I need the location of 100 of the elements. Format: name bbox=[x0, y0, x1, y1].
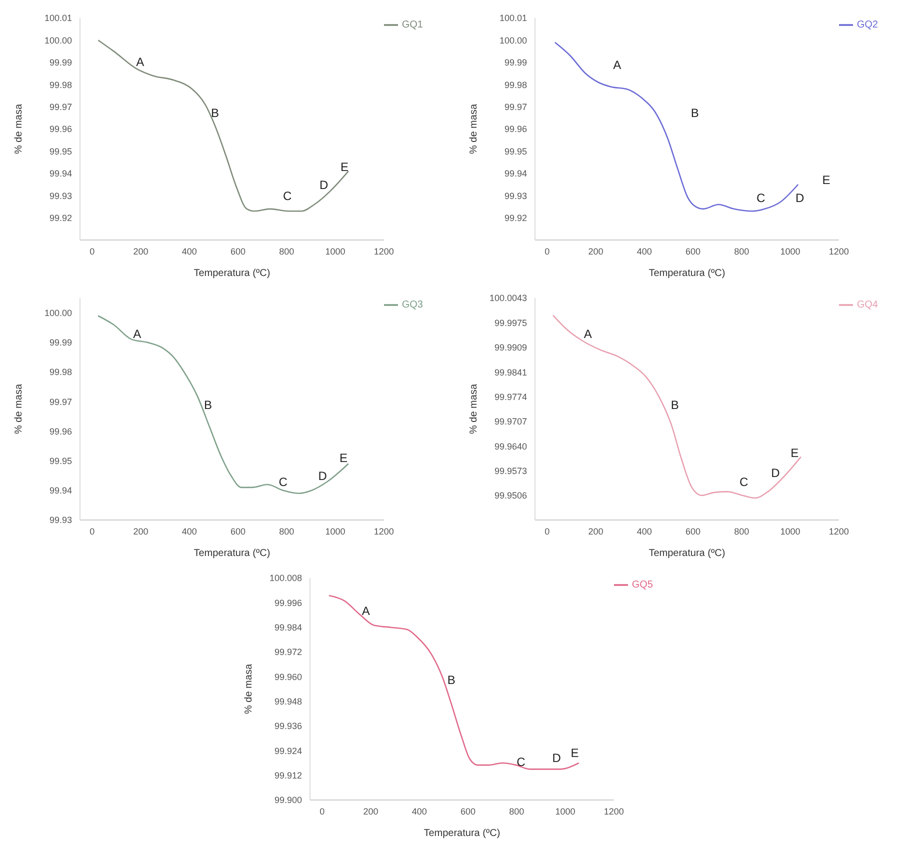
x-tick-label: 200 bbox=[363, 806, 378, 816]
y-tick-label: 99.98 bbox=[49, 80, 72, 90]
y-tick-label: 99.93 bbox=[504, 190, 527, 201]
annotation: A bbox=[136, 55, 144, 70]
x-tick-label: 1200 bbox=[374, 246, 394, 256]
x-tick-label: 600 bbox=[230, 526, 246, 536]
x-tick-label: 1000 bbox=[555, 806, 576, 816]
annotation: C bbox=[516, 755, 526, 770]
line-series bbox=[97, 315, 350, 494]
y-tick-label: 100.008 bbox=[269, 573, 302, 584]
y-tick-label: 99.96 bbox=[49, 426, 72, 436]
y-tick-label: 99.924 bbox=[274, 746, 302, 756]
x-tick-label: 1200 bbox=[374, 526, 394, 536]
x-tick-label: 1000 bbox=[780, 526, 800, 536]
y-axis-title: % de masa bbox=[14, 384, 25, 434]
x-tick-label: 400 bbox=[636, 246, 652, 256]
y-tick-label: 99.9640 bbox=[494, 441, 527, 452]
x-tick-label: 400 bbox=[182, 246, 197, 256]
y-tick-label: 99.93 bbox=[49, 190, 72, 201]
annotation: C bbox=[740, 475, 748, 490]
annotation: D bbox=[771, 466, 780, 480]
y-tick-label: 99.984 bbox=[274, 622, 302, 633]
y-tick-label: 99.96 bbox=[504, 124, 527, 134]
y-tick-label: 99.95 bbox=[49, 456, 72, 466]
legend-label: GQ4 bbox=[856, 300, 878, 311]
annotation: C bbox=[756, 190, 766, 205]
x-tick-label: 800 bbox=[734, 526, 750, 536]
x-axis-title: Temperatura (ºC) bbox=[194, 268, 270, 279]
y-tick-label: 99.996 bbox=[274, 598, 302, 608]
x-tick-label: 200 bbox=[588, 246, 604, 256]
annotation: D bbox=[552, 750, 561, 765]
x-axis-title: Temperatura (ºC) bbox=[424, 828, 500, 839]
annotation: E bbox=[822, 173, 830, 188]
y-tick-label: 99.98 bbox=[49, 367, 72, 378]
x-tick-label: 0 bbox=[544, 246, 550, 256]
y-tick-label: 99.95 bbox=[504, 146, 527, 156]
annotation: A bbox=[133, 326, 142, 341]
line-series bbox=[328, 594, 580, 770]
x-tick-label: 400 bbox=[412, 806, 427, 816]
x-tick-label: 1000 bbox=[325, 246, 346, 256]
annotation: A bbox=[613, 58, 622, 72]
annotation: E bbox=[790, 446, 799, 460]
annotation: B bbox=[204, 398, 212, 412]
x-tick-label: 0 bbox=[90, 526, 95, 536]
y-tick-label: 99.97 bbox=[504, 102, 527, 112]
y-tick-label: 99.9506 bbox=[494, 490, 527, 501]
y-tick-label: 99.99 bbox=[504, 58, 527, 68]
annotation: B bbox=[210, 106, 219, 120]
x-tick-label: 800 bbox=[279, 246, 294, 256]
annotation: C bbox=[282, 188, 292, 203]
x-axis-title: Temperatura (ºC) bbox=[648, 268, 726, 279]
y-tick-label: 99.9707 bbox=[494, 416, 527, 427]
y-tick-label: 99.94 bbox=[49, 486, 72, 496]
y-tick-label: 99.95 bbox=[49, 146, 72, 156]
y-tick-label: 99.9573 bbox=[494, 466, 527, 476]
annotation: B bbox=[447, 673, 456, 688]
annotation: D bbox=[319, 178, 328, 192]
x-axis-title: Temperatura (ºC) bbox=[194, 548, 270, 559]
x-tick-label: 1200 bbox=[828, 526, 849, 536]
x-tick-label: 600 bbox=[686, 526, 701, 536]
y-tick-label: 99.96 bbox=[49, 124, 72, 134]
y-tick-label: 99.93 bbox=[49, 515, 72, 526]
x-tick-label: 1200 bbox=[828, 246, 849, 256]
x-tick-label: 0 bbox=[90, 246, 95, 256]
x-tick-label: 1200 bbox=[604, 806, 624, 816]
y-tick-label: 99.9841 bbox=[494, 367, 527, 378]
y-tick-label: 99.94 bbox=[504, 168, 527, 179]
line-series bbox=[98, 40, 350, 212]
x-tick-label: 200 bbox=[133, 246, 148, 256]
y-tick-label: 99.960 bbox=[274, 672, 302, 682]
y-axis-title: % de masa bbox=[244, 664, 255, 714]
y-tick-label: 100.01 bbox=[44, 13, 72, 24]
x-tick-label: 1000 bbox=[325, 526, 346, 536]
x-tick-label: 200 bbox=[588, 526, 604, 536]
x-tick-label: 1000 bbox=[780, 246, 800, 256]
annotation: E bbox=[570, 746, 579, 760]
y-tick-label: 99.99 bbox=[49, 338, 72, 348]
y-tick-label: 100.00 bbox=[499, 35, 527, 46]
x-tick-label: 200 bbox=[133, 526, 148, 536]
y-tick-label: 99.97 bbox=[49, 396, 72, 407]
y-tick-label: 99.97 bbox=[49, 102, 72, 112]
y-tick-label: 99.948 bbox=[274, 696, 302, 707]
y-axis-title: % de masa bbox=[468, 384, 480, 434]
annotation: C bbox=[278, 475, 288, 490]
legend-label: GQ1 bbox=[402, 20, 423, 31]
x-tick-label: 800 bbox=[509, 806, 524, 816]
annotation: B bbox=[690, 106, 699, 120]
y-tick-label: 100.01 bbox=[499, 13, 527, 24]
x-tick-label: 400 bbox=[636, 526, 652, 536]
y-tick-label: 99.912 bbox=[274, 770, 302, 781]
annotation: A bbox=[362, 604, 370, 618]
y-tick-label: 99.9909 bbox=[494, 342, 527, 352]
x-tick-label: 800 bbox=[734, 246, 750, 256]
x-tick-label: 800 bbox=[279, 526, 294, 536]
x-tick-label: 0 bbox=[544, 526, 550, 536]
y-tick-label: 100.00 bbox=[44, 308, 72, 318]
annotation: E bbox=[340, 450, 348, 465]
x-axis-title: Temperatura (ºC) bbox=[648, 548, 726, 559]
y-tick-label: 99.99 bbox=[49, 58, 72, 68]
legend-label: GQ5 bbox=[632, 580, 653, 591]
